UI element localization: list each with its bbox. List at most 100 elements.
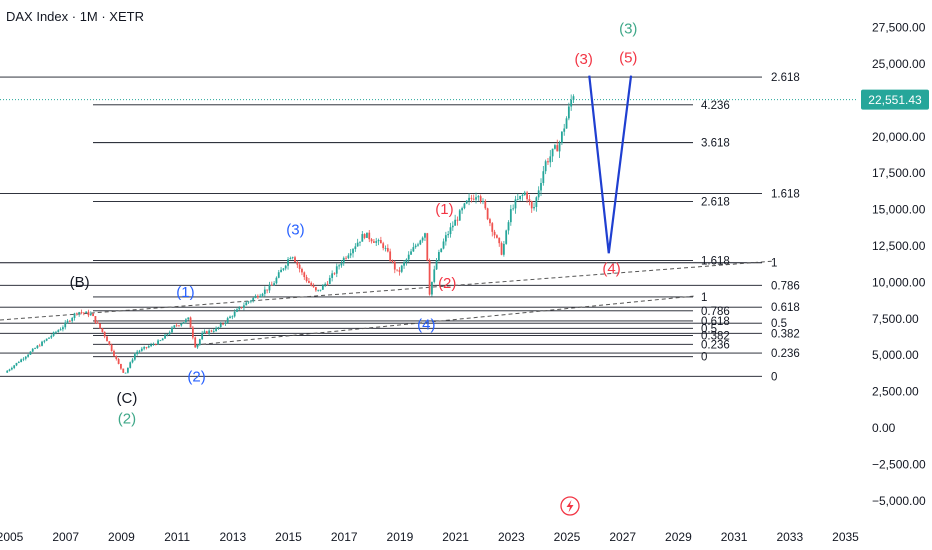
candle-body [217,327,220,329]
candle-body [196,344,199,348]
price-axis-tick: −5,000.00 [872,494,926,508]
candle-body [509,209,512,223]
candle-body [377,240,380,242]
candle-body [463,203,466,209]
candle-body [29,351,32,355]
wave-label: (B) [70,274,90,291]
candle-body [431,281,433,295]
fib-level-label: 0.786 [771,280,800,292]
candle-body [507,222,510,231]
fib-level-label: 0.618 [771,302,800,314]
candle-body [493,231,496,236]
candle-body [113,350,115,356]
price-axis-tick: 12,500.00 [872,239,926,253]
candle-body [491,223,494,232]
candle-body [157,340,159,345]
price-axis-tick: 17,500.00 [872,166,926,180]
candle-body [475,197,477,200]
wave-label: (3) [575,51,593,68]
candle-body [189,317,192,328]
candle-body [20,359,23,363]
fib-level-label: 0.236 [771,348,800,360]
price-axis-tick: 2,500.00 [872,385,919,399]
candle-body [50,335,53,338]
candle-body [451,225,454,228]
candle-body [461,208,463,211]
candle-body [310,282,313,286]
candle-body [229,316,231,319]
fib-level-label: 0 [701,352,707,364]
candle-body [59,329,62,331]
candle-body [514,199,517,209]
candle-body [317,289,320,291]
candle-body [400,265,403,272]
candle-body [477,196,480,198]
wave-label: (2) [118,411,136,428]
candle-body [298,264,301,269]
candle-body [308,281,310,283]
candle-body [277,272,280,278]
fib-level-label: 1 [701,292,707,304]
time-axis-tick: 2025 [554,530,581,544]
candle-body [549,156,552,163]
price-axis-tick: −2,500.00 [872,457,926,471]
candle-body [252,297,255,301]
candle-body [572,96,575,100]
candle-body [159,340,162,342]
candle-body [43,340,46,342]
last-price-value: 22,551.43 [868,93,922,107]
candle-body [201,333,204,340]
candle-body [291,257,294,259]
candle-body [140,348,143,351]
candle-body [117,358,120,364]
candle-body [92,313,94,317]
candle-body [106,336,108,342]
time-axis-tick: 2015 [275,530,302,544]
candle-body [124,372,127,374]
candle-body [175,325,178,327]
time-axis-tick: 2007 [52,530,79,544]
candle-body [268,284,271,291]
candle-body [247,301,250,303]
candle-body [254,295,257,298]
fib-level-label: 0.786 [701,306,730,318]
candle-body [6,370,9,373]
candle-body [544,161,547,172]
candle-body [224,322,227,324]
candle-body [537,190,540,198]
candle-body [131,359,134,363]
time-axis-tick: 2029 [665,530,692,544]
time-axis-tick: 2033 [776,530,803,544]
candle-body [48,337,50,339]
candle-body [64,322,67,328]
candle-body [10,367,13,370]
fib-level-label: 0.5 [701,323,717,335]
candle-body [68,320,71,322]
candle-body [547,161,549,163]
candle-body [349,253,352,256]
time-axis-tick: 2031 [721,530,748,544]
candle-body [243,305,245,308]
candle-body [99,323,101,329]
price-axis: 27,500.0025,000.0022,500.0020,000.0017,5… [872,21,926,508]
candle-body [486,208,489,220]
candle-body [489,219,491,224]
price-axis-tick: 15,000.00 [872,203,926,217]
wave-label: (4) [417,317,435,334]
candle-body [270,284,273,286]
candle-body [245,302,248,306]
time-axis-tick: 2005 [0,530,24,544]
candle-body [289,258,292,260]
candle-body [319,289,322,291]
candle-body [393,261,396,270]
candle-body [535,197,538,207]
candle-body [314,287,317,291]
candle-body [551,148,554,157]
candle-body [205,331,208,334]
candle-body [180,323,183,326]
candle-body [240,307,243,308]
candle-body [78,312,81,315]
wave-label: (4) [602,261,620,278]
candle-body [266,289,269,291]
